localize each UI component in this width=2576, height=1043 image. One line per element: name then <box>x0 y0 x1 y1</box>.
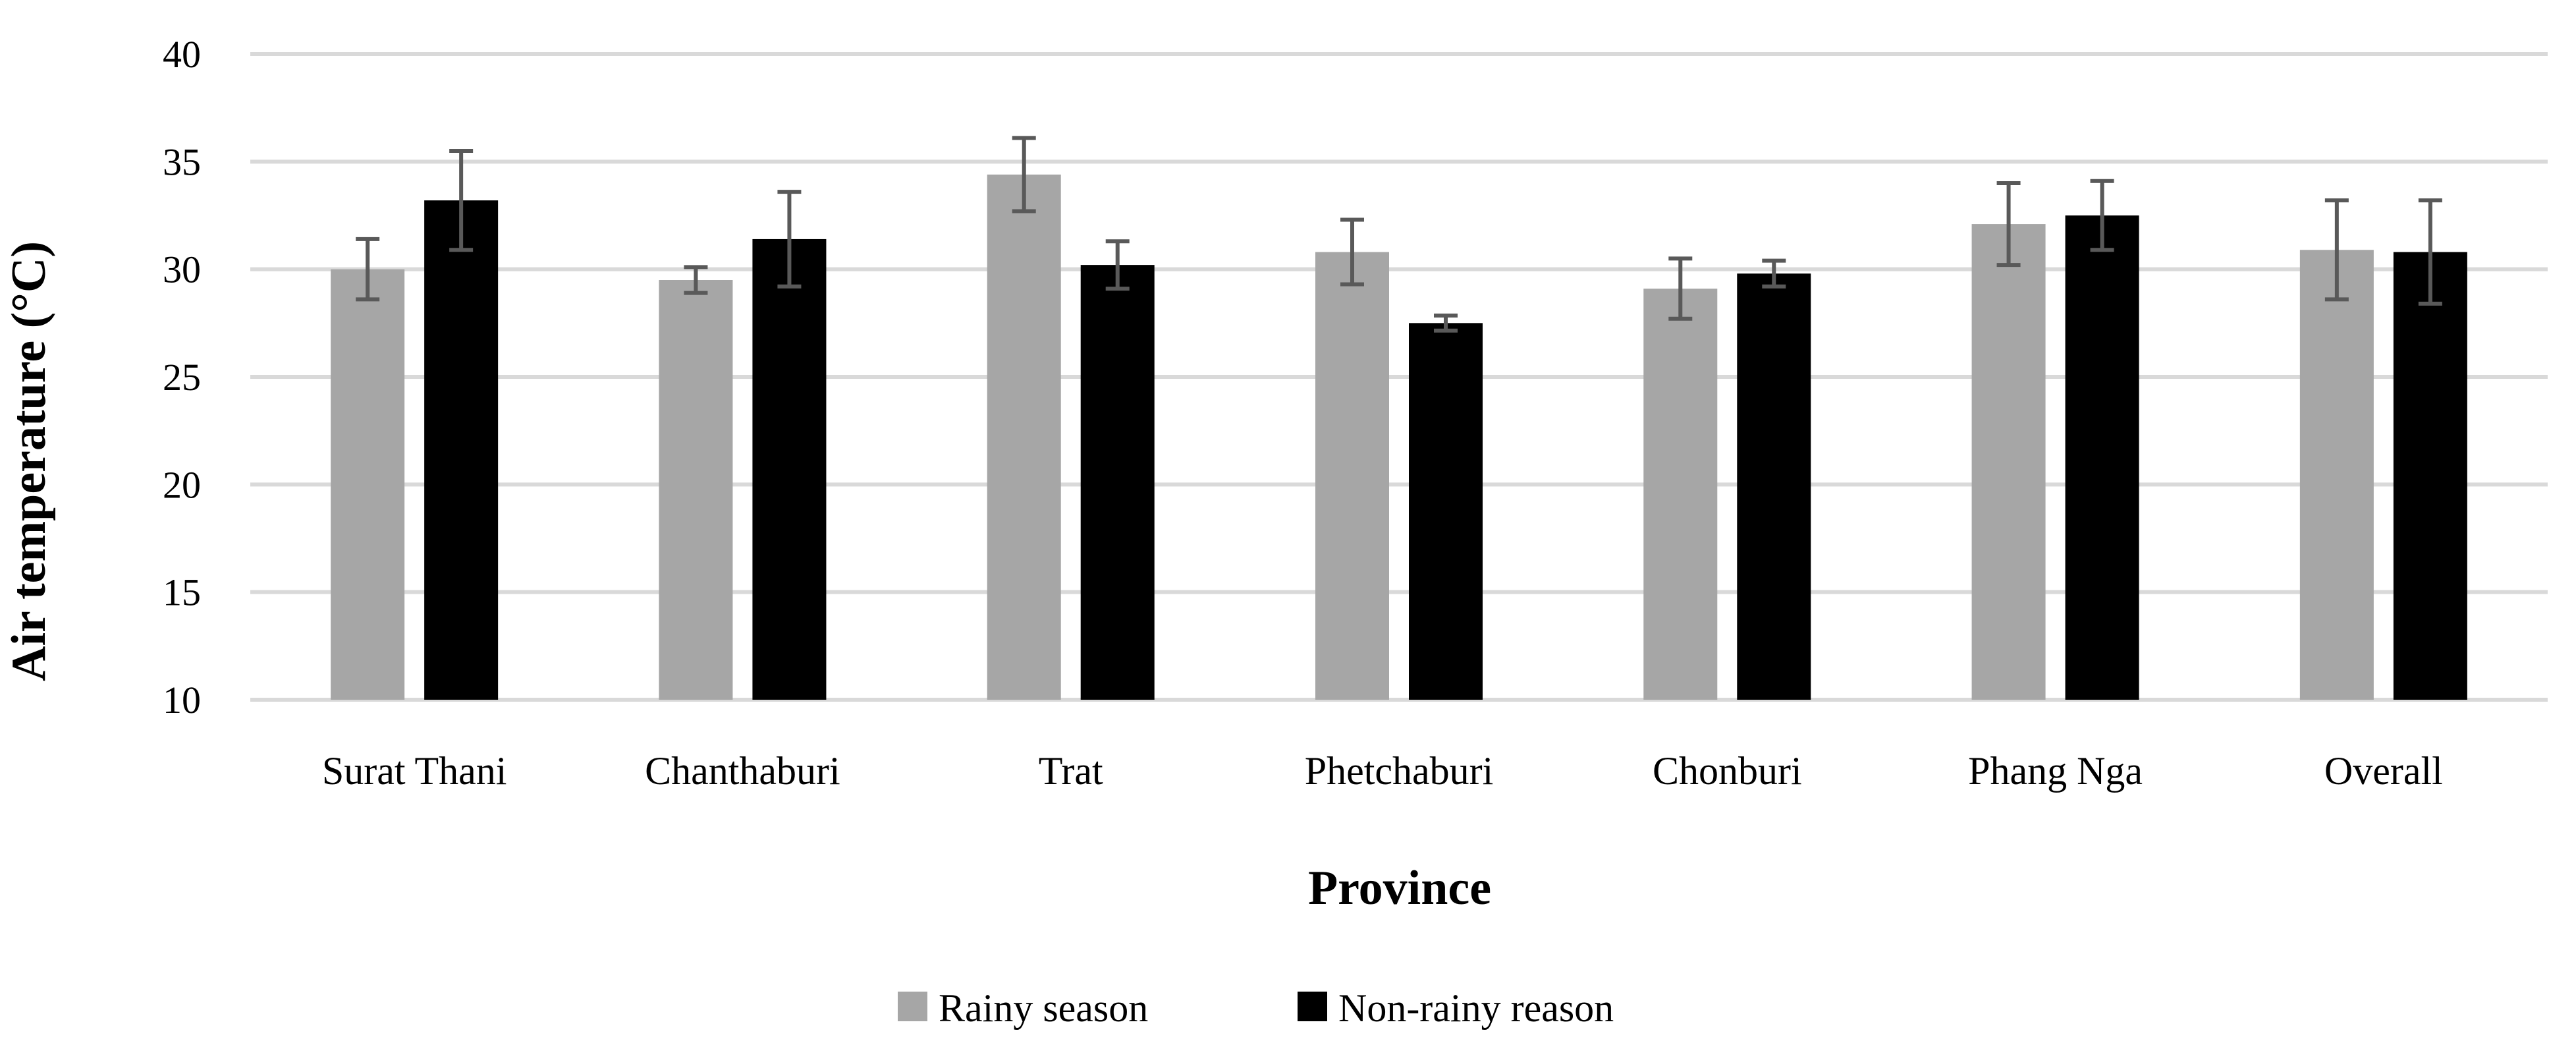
category-label: Trat <box>1039 749 1103 793</box>
legend: Rainy season Non-rainy reason <box>898 986 1614 1030</box>
error-bar <box>1434 313 1458 333</box>
error-bar <box>2418 198 2442 306</box>
y-tick-label: 20 <box>163 463 201 506</box>
error-bar <box>356 237 380 302</box>
y-tick-label: 35 <box>163 140 201 183</box>
y-tick-label: 15 <box>163 571 201 614</box>
bar <box>987 174 1061 700</box>
bar <box>659 280 733 700</box>
error-bar <box>1012 136 1036 213</box>
error-bar <box>2324 198 2349 302</box>
bar <box>1737 273 1811 700</box>
bar <box>1971 224 2046 700</box>
bar <box>2299 250 2374 700</box>
error-bar <box>777 190 802 289</box>
y-axis-title: Air temperature (°C) <box>2 241 56 681</box>
error-bars <box>356 136 2442 333</box>
bar <box>2065 215 2139 700</box>
error-bar <box>1762 258 1786 289</box>
bar <box>331 269 405 700</box>
error-bar <box>1340 217 1364 287</box>
legend-swatch-non-rainy <box>1298 992 1327 1021</box>
error-bar <box>1105 239 1130 291</box>
bars <box>331 174 2467 700</box>
bar <box>1643 289 1718 700</box>
category-label: Chonburi <box>1653 749 1802 793</box>
bar <box>1315 252 1389 700</box>
error-bar <box>1996 181 2021 268</box>
bar <box>752 239 827 700</box>
bar <box>2393 252 2467 700</box>
category-label: Phang Nga <box>1968 749 2143 793</box>
error-bar <box>2090 179 2114 252</box>
category-label: Chanthaburi <box>645 749 840 793</box>
gridlines <box>250 52 2548 702</box>
y-tick-label: 40 <box>163 33 201 76</box>
category-label: Overall <box>2324 749 2443 793</box>
bar <box>1409 323 1483 700</box>
bar <box>1080 265 1155 700</box>
legend-swatch-rainy <box>898 992 927 1021</box>
y-tick-label: 10 <box>163 679 201 721</box>
legend-label-non-rainy: Non-rainy reason <box>1338 986 1614 1030</box>
legend-label-rainy: Rainy season <box>939 986 1148 1030</box>
category-label: Phetchaburi <box>1305 749 1494 793</box>
x-axis-title: Province <box>1308 861 1491 915</box>
y-tick-label: 25 <box>163 356 201 399</box>
category-label: Surat Thani <box>322 749 507 793</box>
category-labels: Surat Thani Chanthaburi Trat Phetchaburi Cho… <box>322 749 2443 793</box>
error-bar <box>449 149 474 252</box>
y-tick-label: 30 <box>163 248 201 291</box>
error-bar <box>1668 256 1693 321</box>
y-tick-labels: 10 15 20 25 30 35 40 <box>163 33 201 721</box>
error-bar <box>684 265 708 295</box>
bar <box>424 200 499 700</box>
